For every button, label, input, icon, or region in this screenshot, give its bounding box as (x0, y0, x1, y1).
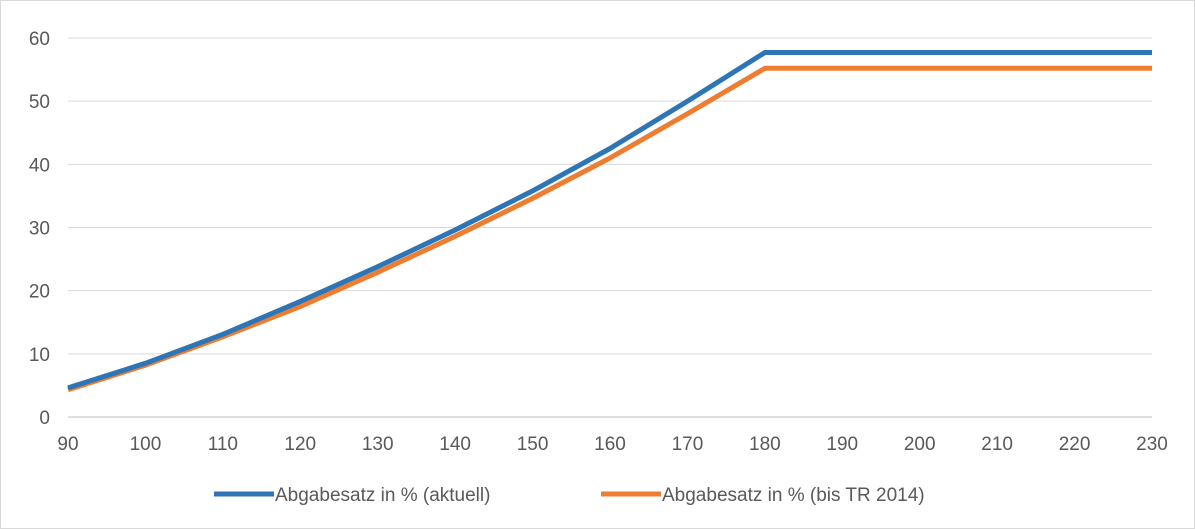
y-axis-ticks: 0 10 20 30 40 50 60 (29, 29, 50, 429)
x-tick-label: 200 (904, 434, 936, 455)
y-tick-label: 20 (29, 282, 50, 303)
x-tick-label: 190 (826, 434, 858, 455)
x-tick-label: 90 (57, 434, 78, 455)
gridlines (68, 37, 1152, 418)
x-tick-label: 120 (284, 434, 316, 455)
x-tick-label: 210 (981, 434, 1013, 455)
legend: Abgabesatz in % (aktuell) Abgabesatz in %… (214, 485, 925, 506)
x-tick-label: 160 (594, 434, 626, 455)
legend-label-2: Abgabesatz in % (bis TR 2014) (662, 485, 925, 506)
legend-label-1: Abgabesatz in % (aktuell) (275, 485, 490, 506)
series-line-2 (67, 65, 1152, 393)
x-tick-label: 110 (208, 434, 238, 455)
y-tick-label: 30 (29, 219, 50, 240)
x-tick-label: 100 (130, 434, 162, 455)
y-tick-label: 10 (29, 345, 50, 366)
x-tick-label: 180 (749, 434, 781, 455)
x-tick-label: 130 (362, 434, 394, 455)
x-tick-label: 230 (1136, 434, 1168, 455)
y-tick-label: 50 (29, 92, 50, 113)
y-tick-label: 40 (29, 155, 50, 176)
x-tick-label: 140 (439, 434, 471, 455)
x-tick-label: 150 (517, 434, 549, 455)
x-axis-ticks: 90 100 110 120 130 140 150 160 170 180 190 200 210 22… (57, 434, 1167, 455)
series-line-1 (67, 50, 1152, 391)
series-lines (67, 50, 1152, 393)
y-tick-label: 60 (29, 29, 50, 50)
y-tick-label: 0 (39, 408, 50, 429)
x-tick-label: 170 (672, 434, 704, 455)
x-tick-label: 220 (1059, 434, 1091, 455)
